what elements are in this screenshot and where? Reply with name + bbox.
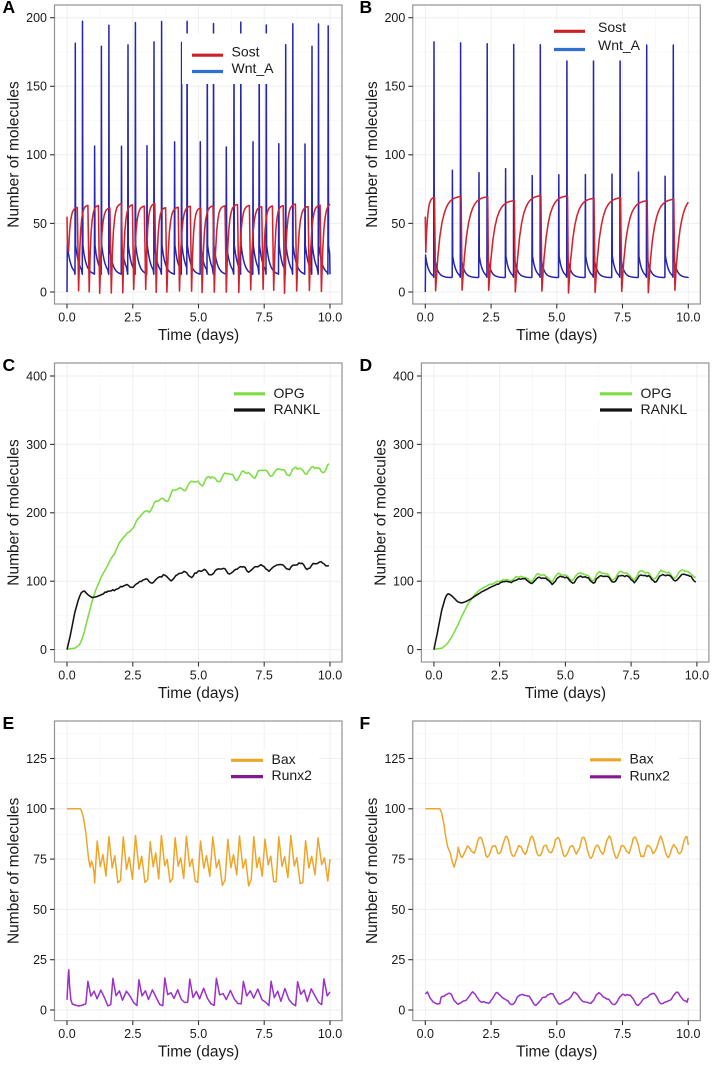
svg-text:0: 0 (40, 643, 47, 657)
svg-text:5.0: 5.0 (190, 669, 207, 683)
svg-text:2.5: 2.5 (124, 669, 141, 683)
svg-text:C: C (3, 355, 16, 375)
svg-text:25: 25 (391, 953, 405, 967)
svg-text:5.0: 5.0 (190, 311, 207, 325)
svg-text:25: 25 (33, 953, 47, 967)
svg-text:10.0: 10.0 (676, 1027, 700, 1041)
svg-text:200: 200 (393, 506, 414, 520)
svg-text:50: 50 (391, 217, 405, 231)
svg-text:7.5: 7.5 (614, 311, 631, 325)
svg-text:10.0: 10.0 (318, 1027, 342, 1041)
svg-text:7.5: 7.5 (256, 311, 273, 325)
svg-text:A: A (3, 0, 16, 17)
svg-text:7.5: 7.5 (622, 669, 639, 683)
svg-text:300: 300 (26, 438, 47, 452)
svg-text:5.0: 5.0 (548, 1027, 565, 1041)
svg-text:Sost: Sost (232, 44, 260, 60)
svg-text:200: 200 (26, 506, 47, 520)
svg-text:100: 100 (393, 575, 414, 589)
svg-text:Runx2: Runx2 (272, 767, 313, 783)
svg-text:Bax: Bax (272, 751, 296, 767)
svg-text:0.0: 0.0 (58, 311, 75, 325)
svg-text:0: 0 (407, 643, 414, 657)
svg-text:400: 400 (26, 369, 47, 383)
svg-text:Sost: Sost (598, 19, 626, 35)
svg-text:Time (days): Time (days) (525, 685, 606, 702)
svg-text:Time (days): Time (days) (516, 1043, 597, 1060)
svg-text:E: E (3, 713, 15, 733)
svg-text:0: 0 (398, 1003, 405, 1017)
svg-text:5.0: 5.0 (190, 1027, 207, 1041)
svg-text:50: 50 (391, 903, 405, 917)
svg-text:2.5: 2.5 (124, 1027, 141, 1041)
svg-text:100: 100 (384, 802, 405, 816)
svg-text:100: 100 (26, 575, 47, 589)
svg-text:Number of molecules: Number of molecules (372, 439, 389, 586)
svg-text:Number of molecules: Number of molecules (364, 797, 381, 944)
svg-text:10.0: 10.0 (676, 311, 700, 325)
svg-text:RANKL: RANKL (274, 401, 321, 417)
svg-text:7.5: 7.5 (256, 1027, 273, 1041)
svg-text:100: 100 (26, 802, 47, 816)
svg-text:Time (days): Time (days) (158, 1043, 239, 1060)
svg-text:F: F (360, 713, 371, 733)
svg-text:0: 0 (40, 285, 47, 299)
svg-text:7.5: 7.5 (256, 669, 273, 683)
svg-text:10.0: 10.0 (318, 669, 342, 683)
svg-text:Time (days): Time (days) (158, 327, 239, 344)
svg-text:D: D (360, 355, 373, 375)
svg-text:200: 200 (26, 11, 47, 25)
svg-text:10.0: 10.0 (318, 311, 342, 325)
svg-text:Time (days): Time (days) (516, 327, 597, 344)
svg-text:75: 75 (33, 853, 47, 867)
svg-text:300: 300 (393, 438, 414, 452)
svg-text:RANKL: RANKL (641, 401, 688, 417)
svg-text:75: 75 (391, 853, 405, 867)
svg-text:0.0: 0.0 (417, 1027, 434, 1041)
svg-text:5.0: 5.0 (548, 311, 565, 325)
svg-text:125: 125 (384, 752, 405, 766)
svg-text:150: 150 (26, 80, 47, 94)
svg-text:Number of molecules: Number of molecules (6, 81, 23, 228)
svg-text:10.0: 10.0 (685, 669, 709, 683)
svg-text:Number of molecules: Number of molecules (6, 797, 23, 944)
svg-text:100: 100 (26, 148, 47, 162)
svg-text:Number of molecules: Number of molecules (6, 439, 23, 586)
svg-text:7.5: 7.5 (614, 1027, 631, 1041)
svg-text:0.0: 0.0 (58, 669, 75, 683)
svg-text:50: 50 (33, 217, 47, 231)
svg-text:Wnt_A: Wnt_A (598, 37, 641, 53)
svg-text:Wnt_A: Wnt_A (232, 60, 275, 76)
svg-text:150: 150 (384, 80, 405, 94)
svg-text:2.5: 2.5 (482, 1027, 499, 1041)
svg-text:200: 200 (384, 11, 405, 25)
svg-text:400: 400 (393, 369, 414, 383)
svg-text:Runx2: Runx2 (630, 767, 671, 783)
svg-text:125: 125 (26, 752, 47, 766)
svg-text:2.5: 2.5 (482, 311, 499, 325)
svg-text:B: B (360, 0, 373, 17)
svg-text:Bax: Bax (630, 750, 654, 766)
svg-text:OPG: OPG (274, 385, 305, 401)
svg-text:0.0: 0.0 (425, 669, 442, 683)
svg-text:Time (days): Time (days) (158, 685, 239, 702)
svg-text:0.0: 0.0 (58, 1027, 75, 1041)
svg-text:0: 0 (398, 285, 405, 299)
svg-text:50: 50 (33, 903, 47, 917)
svg-text:0.0: 0.0 (417, 311, 434, 325)
svg-text:100: 100 (384, 148, 405, 162)
svg-text:OPG: OPG (641, 385, 672, 401)
svg-text:2.5: 2.5 (491, 669, 508, 683)
svg-text:2.5: 2.5 (124, 311, 141, 325)
svg-text:Number of molecules: Number of molecules (364, 81, 381, 228)
svg-text:5.0: 5.0 (557, 669, 574, 683)
svg-text:0: 0 (40, 1003, 47, 1017)
